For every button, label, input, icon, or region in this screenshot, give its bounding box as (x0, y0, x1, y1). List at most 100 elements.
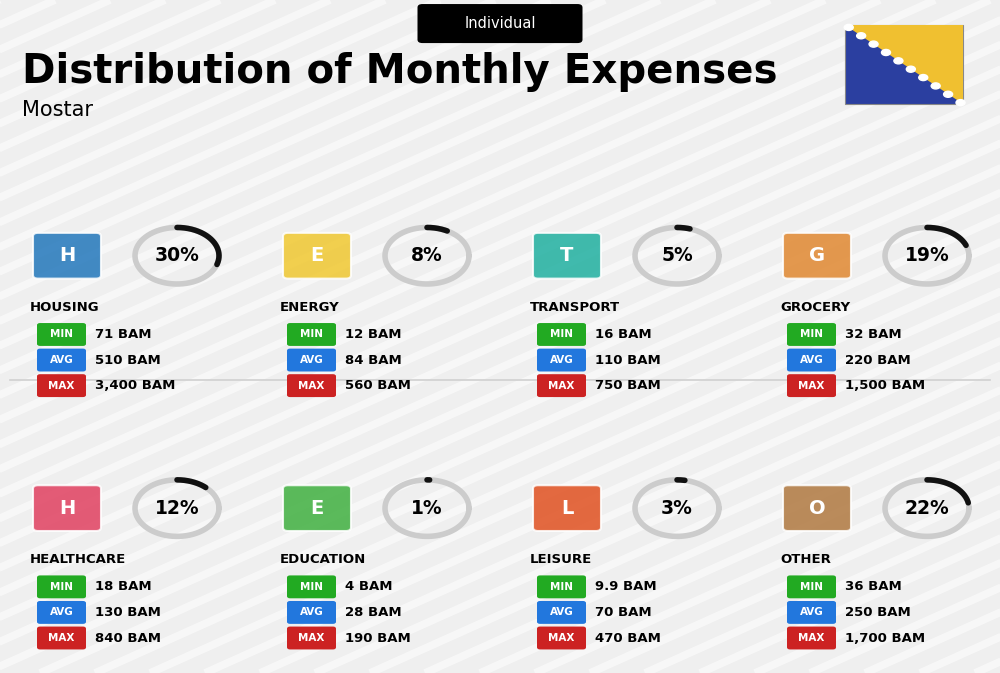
FancyBboxPatch shape (533, 233, 601, 279)
Circle shape (869, 41, 878, 47)
Text: MAX: MAX (48, 633, 75, 643)
FancyBboxPatch shape (787, 627, 836, 649)
FancyBboxPatch shape (787, 349, 836, 371)
Text: 190 BAM: 190 BAM (345, 631, 411, 645)
Text: 5%: 5% (661, 246, 693, 265)
Text: 110 BAM: 110 BAM (595, 353, 661, 367)
FancyBboxPatch shape (287, 374, 336, 397)
Text: AVG: AVG (300, 355, 323, 365)
Text: MIN: MIN (800, 582, 823, 592)
Text: LEISURE: LEISURE (530, 553, 592, 567)
Polygon shape (845, 25, 963, 104)
FancyBboxPatch shape (845, 25, 963, 104)
Text: 18 BAM: 18 BAM (95, 580, 152, 594)
FancyBboxPatch shape (533, 485, 601, 531)
FancyBboxPatch shape (283, 485, 351, 531)
Text: E: E (310, 499, 324, 518)
FancyBboxPatch shape (537, 349, 586, 371)
Text: MIN: MIN (300, 330, 323, 339)
Text: Mostar: Mostar (22, 100, 93, 120)
FancyBboxPatch shape (787, 323, 836, 346)
Circle shape (881, 49, 890, 55)
FancyBboxPatch shape (287, 575, 336, 598)
Text: 19%: 19% (905, 246, 949, 265)
Text: AVG: AVG (550, 355, 573, 365)
FancyBboxPatch shape (287, 349, 336, 371)
Text: T: T (560, 246, 574, 265)
FancyBboxPatch shape (37, 627, 86, 649)
Text: H: H (59, 499, 75, 518)
FancyBboxPatch shape (783, 485, 851, 531)
Text: 12%: 12% (155, 499, 199, 518)
Circle shape (931, 83, 940, 89)
Text: 9.9 BAM: 9.9 BAM (595, 580, 657, 594)
Text: Distribution of Monthly Expenses: Distribution of Monthly Expenses (22, 52, 778, 92)
Text: 250 BAM: 250 BAM (845, 606, 911, 619)
Text: MIN: MIN (550, 330, 573, 339)
Text: AVG: AVG (800, 355, 823, 365)
Text: AVG: AVG (550, 608, 573, 617)
Text: MIN: MIN (300, 582, 323, 592)
Text: ENERGY: ENERGY (280, 301, 340, 314)
FancyBboxPatch shape (37, 323, 86, 346)
Text: 3%: 3% (661, 499, 693, 518)
Text: MAX: MAX (548, 381, 575, 390)
FancyBboxPatch shape (33, 485, 101, 531)
Text: 1,500 BAM: 1,500 BAM (845, 379, 925, 392)
Text: MAX: MAX (548, 633, 575, 643)
Text: 840 BAM: 840 BAM (95, 631, 161, 645)
Text: 4 BAM: 4 BAM (345, 580, 392, 594)
Text: 28 BAM: 28 BAM (345, 606, 402, 619)
Text: EDUCATION: EDUCATION (280, 553, 366, 567)
Text: 71 BAM: 71 BAM (95, 328, 152, 341)
Text: O: O (809, 499, 825, 518)
FancyBboxPatch shape (37, 575, 86, 598)
Text: GROCERY: GROCERY (780, 301, 850, 314)
FancyBboxPatch shape (787, 601, 836, 624)
Text: MIN: MIN (800, 330, 823, 339)
Circle shape (956, 100, 965, 106)
FancyBboxPatch shape (37, 374, 86, 397)
Text: 22%: 22% (905, 499, 949, 518)
Text: MIN: MIN (550, 582, 573, 592)
Text: 130 BAM: 130 BAM (95, 606, 161, 619)
FancyBboxPatch shape (783, 233, 851, 279)
Text: 84 BAM: 84 BAM (345, 353, 402, 367)
Text: AVG: AVG (50, 608, 73, 617)
FancyBboxPatch shape (287, 627, 336, 649)
Text: MAX: MAX (298, 381, 325, 390)
Text: 32 BAM: 32 BAM (845, 328, 902, 341)
Text: 470 BAM: 470 BAM (595, 631, 661, 645)
Text: 510 BAM: 510 BAM (95, 353, 161, 367)
Text: MIN: MIN (50, 330, 73, 339)
Circle shape (944, 92, 953, 98)
Text: 750 BAM: 750 BAM (595, 379, 661, 392)
Text: MAX: MAX (298, 633, 325, 643)
Text: OTHER: OTHER (780, 553, 831, 567)
FancyBboxPatch shape (37, 601, 86, 624)
Text: AVG: AVG (300, 608, 323, 617)
Text: AVG: AVG (50, 355, 73, 365)
Text: H: H (59, 246, 75, 265)
Text: Individual: Individual (464, 16, 536, 31)
Text: 560 BAM: 560 BAM (345, 379, 411, 392)
Circle shape (857, 33, 866, 39)
Text: G: G (809, 246, 825, 265)
Text: HEALTHCARE: HEALTHCARE (30, 553, 126, 567)
Text: 1,700 BAM: 1,700 BAM (845, 631, 925, 645)
Text: 220 BAM: 220 BAM (845, 353, 911, 367)
Text: MAX: MAX (798, 633, 825, 643)
Text: 16 BAM: 16 BAM (595, 328, 652, 341)
Text: 3,400 BAM: 3,400 BAM (95, 379, 175, 392)
FancyBboxPatch shape (787, 374, 836, 397)
Text: MAX: MAX (798, 381, 825, 390)
Text: TRANSPORT: TRANSPORT (530, 301, 620, 314)
Text: L: L (561, 499, 573, 518)
FancyBboxPatch shape (537, 323, 586, 346)
Text: AVG: AVG (800, 608, 823, 617)
FancyBboxPatch shape (283, 233, 351, 279)
Text: 8%: 8% (411, 246, 443, 265)
FancyBboxPatch shape (33, 233, 101, 279)
FancyBboxPatch shape (787, 575, 836, 598)
FancyBboxPatch shape (37, 349, 86, 371)
